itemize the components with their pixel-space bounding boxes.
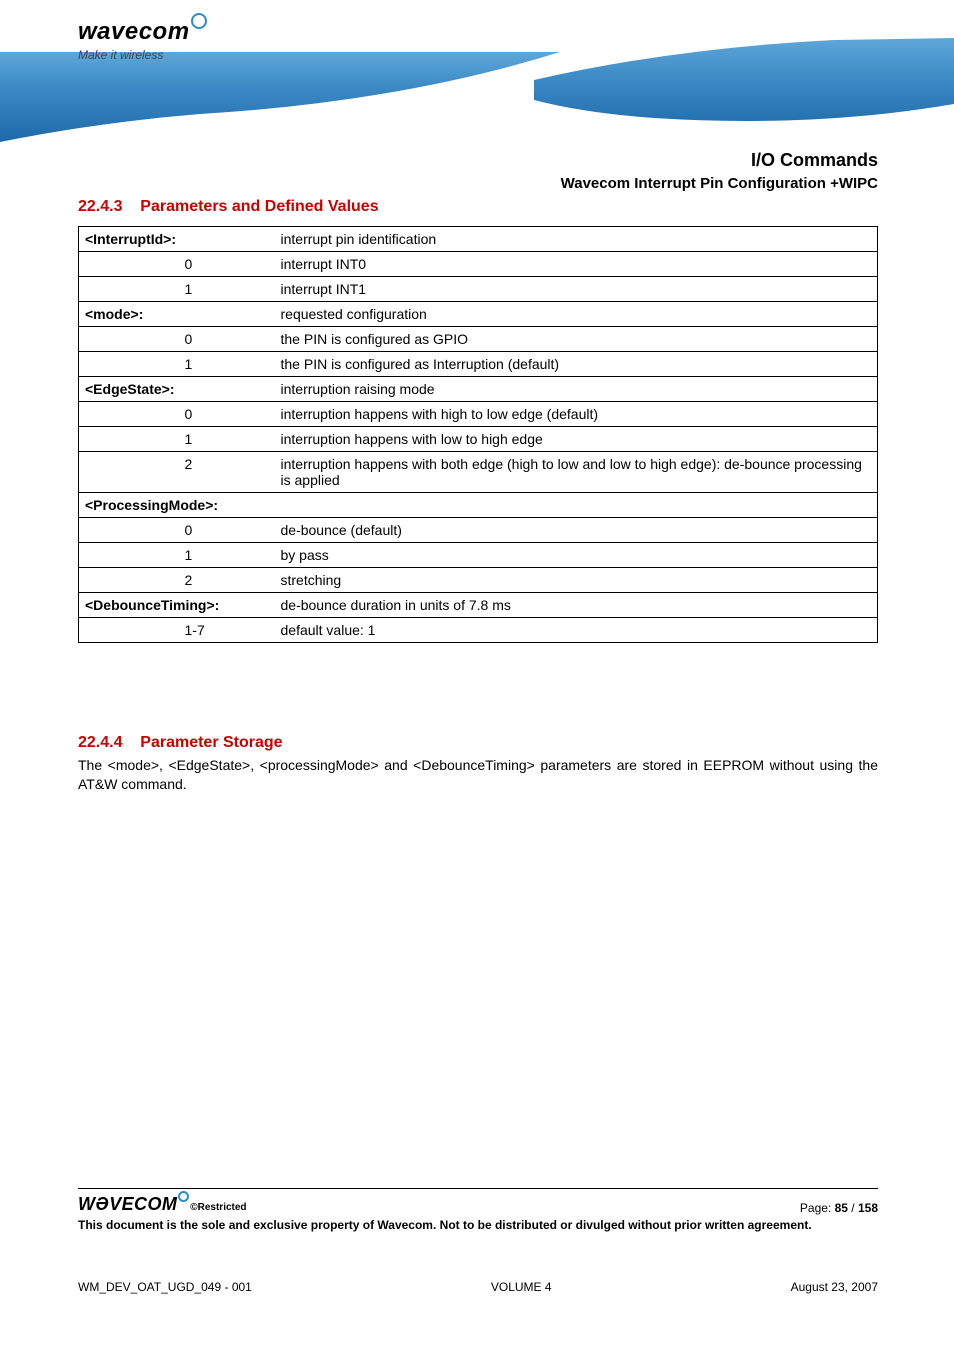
param-empty-cell <box>79 618 179 643</box>
table-row: <InterruptId>:interrupt pin identificati… <box>79 227 878 252</box>
footer-logo-word: WƏVECOM <box>78 1194 177 1214</box>
param-name-cell: <EdgeState>: <box>79 377 275 402</box>
param-empty-cell <box>79 518 179 543</box>
header-ribbon-left <box>0 52 560 142</box>
param-desc-cell: the PIN is configured as Interruption (d… <box>275 352 878 377</box>
section-2244-body: The <mode>, <EdgeState>, <processingMode… <box>78 756 878 794</box>
footer-volume: VOLUME 4 <box>491 1280 552 1294</box>
param-empty-cell <box>79 352 179 377</box>
table-row: <ProcessingMode>: <box>79 493 878 518</box>
table-row: 2stretching <box>79 568 878 593</box>
titles-block: I/O Commands Wavecom Interrupt Pin Confi… <box>78 150 878 216</box>
logo-block: wavecom Make it wireless <box>78 18 207 62</box>
section-2244-title: Parameter Storage <box>140 734 282 751</box>
param-value-cell: 1-7 <box>179 618 275 643</box>
param-name-cell: <ProcessingMode>: <box>79 493 878 518</box>
table-row: 2interruption happens with both edge (hi… <box>79 452 878 493</box>
table-row: 0the PIN is configured as GPIO <box>79 327 878 352</box>
section-2244-block: 22.4.4 Parameter Storage The <mode>, <Ed… <box>78 732 878 794</box>
param-empty-cell <box>79 402 179 427</box>
param-name-cell: <InterruptId>: <box>79 227 275 252</box>
param-value-cell: 1 <box>179 352 275 377</box>
footer-swirl-icon <box>178 1191 189 1202</box>
footer-logo-block: WƏVECOM ©Restricted <box>78 1194 247 1215</box>
param-empty-cell <box>79 427 179 452</box>
footer-page-current: 85 <box>835 1201 848 1215</box>
section-2243-heading: 22.4.3 Parameters and Defined Values <box>78 198 878 216</box>
footer-date: August 23, 2007 <box>791 1280 878 1294</box>
param-value-cell: 2 <box>179 568 275 593</box>
param-desc-cell: interruption happens with high to low ed… <box>275 402 878 427</box>
param-desc-cell: interrupt INT1 <box>275 277 878 302</box>
param-name-cell: <DebounceTiming>: <box>79 593 275 618</box>
table-row: 1the PIN is configured as Interruption (… <box>79 352 878 377</box>
section-2244-number: 22.4.4 <box>78 734 122 751</box>
breadcrumb-line2: Wavecom Interrupt Pin Configuration +WIP… <box>78 175 878 192</box>
param-desc-cell: interrupt INT0 <box>275 252 878 277</box>
param-desc-cell: by pass <box>275 543 878 568</box>
param-desc-cell: interruption raising mode <box>275 377 878 402</box>
param-desc-cell: the PIN is configured as GPIO <box>275 327 878 352</box>
table-row: 1-7default value: 1 <box>79 618 878 643</box>
param-value-cell: 1 <box>179 277 275 302</box>
param-desc-cell: default value: 1 <box>275 618 878 643</box>
footer-rule <box>78 1188 878 1189</box>
param-desc-cell: de-bounce duration in units of 7.8 ms <box>275 593 878 618</box>
param-desc-cell: interrupt pin identification <box>275 227 878 252</box>
section-2243-title: Parameters and Defined Values <box>140 198 378 215</box>
table-row: 1interruption happens with low to high e… <box>79 427 878 452</box>
footer-page-sep: / <box>848 1201 858 1215</box>
param-empty-cell <box>79 277 179 302</box>
table-row: 0interrupt INT0 <box>79 252 878 277</box>
parameters-table: <InterruptId>:interrupt pin identificati… <box>78 226 878 643</box>
param-value-cell: 2 <box>179 452 275 493</box>
breadcrumb-line1: I/O Commands <box>78 150 878 171</box>
param-desc-cell: interruption happens with low to high ed… <box>275 427 878 452</box>
param-value-cell: 0 <box>179 518 275 543</box>
footer-row-2: WM_DEV_OAT_UGD_049 - 001 VOLUME 4 August… <box>78 1280 878 1294</box>
header-ribbon-right <box>534 38 954 133</box>
logo-word: wavecom <box>78 18 190 45</box>
param-value-cell: 0 <box>179 402 275 427</box>
table-row: 0interruption happens with high to low e… <box>79 402 878 427</box>
footer-doc-id: WM_DEV_OAT_UGD_049 - 001 <box>78 1280 252 1294</box>
footer-page-total: 158 <box>858 1201 878 1215</box>
param-desc-cell: stretching <box>275 568 878 593</box>
param-empty-cell <box>79 452 179 493</box>
table-row: 1interrupt INT1 <box>79 277 878 302</box>
param-empty-cell <box>79 568 179 593</box>
param-value-cell: 0 <box>179 327 275 352</box>
table-row: 1by pass <box>79 543 878 568</box>
footer-page-label: Page: <box>800 1201 835 1215</box>
param-desc-cell: de-bounce (default) <box>275 518 878 543</box>
param-empty-cell <box>79 252 179 277</box>
table-row: 0de-bounce (default) <box>79 518 878 543</box>
table-row: <mode>:requested configuration <box>79 302 878 327</box>
footer-row-1: WƏVECOM ©Restricted Page: 85 / 158 <box>78 1194 878 1215</box>
section-2244-heading: 22.4.4 Parameter Storage <box>78 734 878 752</box>
param-name-cell: <mode>: <box>79 302 275 327</box>
logo-tagline: Make it wireless <box>78 48 207 62</box>
footer-disclaimer: This document is the sole and exclusive … <box>78 1218 878 1232</box>
logo-swirl-icon <box>191 13 207 29</box>
page-header: wavecom Make it wireless <box>0 0 954 160</box>
param-empty-cell <box>79 543 179 568</box>
param-value-cell: 0 <box>179 252 275 277</box>
param-value-cell: 1 <box>179 427 275 452</box>
param-desc-cell: requested configuration <box>275 302 878 327</box>
table-row: <EdgeState>:interruption raising mode <box>79 377 878 402</box>
param-desc-cell: interruption happens with both edge (hig… <box>275 452 878 493</box>
section-2243-number: 22.4.3 <box>78 198 122 215</box>
footer-page-number: Page: 85 / 158 <box>800 1201 878 1215</box>
footer-restricted: ©Restricted <box>190 1202 246 1213</box>
table-row: <DebounceTiming>:de-bounce duration in u… <box>79 593 878 618</box>
param-value-cell: 1 <box>179 543 275 568</box>
param-empty-cell <box>79 327 179 352</box>
